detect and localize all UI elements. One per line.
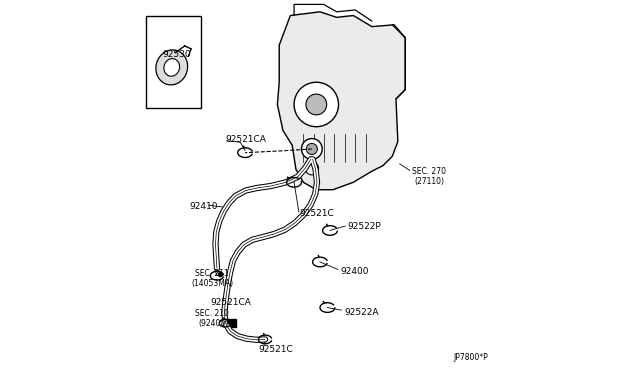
Text: 92400: 92400 [340, 267, 369, 276]
Text: 92521C: 92521C [300, 209, 334, 218]
Text: SEC. 270: SEC. 270 [412, 167, 446, 176]
Ellipse shape [156, 50, 188, 85]
Text: 92410: 92410 [189, 202, 218, 211]
Ellipse shape [164, 58, 180, 76]
Circle shape [307, 143, 317, 154]
Text: 92521CA: 92521CA [211, 298, 252, 307]
Polygon shape [277, 12, 405, 190]
Text: (27110): (27110) [415, 177, 445, 186]
Circle shape [294, 82, 339, 127]
Text: 92522A: 92522A [344, 308, 379, 317]
Text: SEC. 210: SEC. 210 [195, 310, 229, 318]
Circle shape [306, 94, 326, 115]
Bar [146, 16, 202, 108]
Bar [231, 319, 236, 327]
Circle shape [305, 161, 319, 175]
Text: 92521CA: 92521CA [225, 135, 266, 144]
Text: 92521C: 92521C [259, 344, 294, 353]
Text: 92522P: 92522P [348, 222, 381, 231]
Text: JP7800*P: JP7800*P [453, 353, 488, 362]
Text: SEC. 211: SEC. 211 [195, 269, 229, 278]
Text: (92400): (92400) [198, 320, 228, 328]
Circle shape [301, 138, 322, 159]
Text: (14053MA): (14053MA) [191, 279, 233, 288]
Text: 92530: 92530 [163, 50, 191, 59]
